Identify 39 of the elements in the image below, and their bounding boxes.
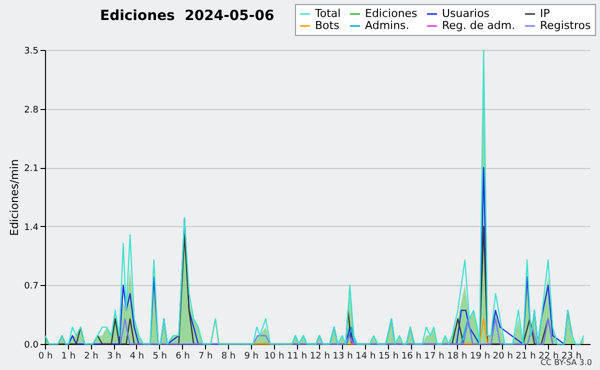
y-tick-label: 1.4 xyxy=(24,222,39,233)
x-tick-label: 15 h xyxy=(378,352,399,362)
y-tick-label: 0.7 xyxy=(24,282,38,292)
x-tick-label: 2 h xyxy=(84,352,98,362)
x-tick-label: 11 h xyxy=(287,352,308,362)
x-tick-label: 5 h xyxy=(152,352,167,362)
legend-label: Registros xyxy=(540,19,592,32)
x-tick-label: 3 h xyxy=(106,352,122,362)
x-tick-label: 0 h xyxy=(38,352,53,362)
legend-label: Bots xyxy=(315,19,340,32)
text: CC BY-SA 3.0 xyxy=(540,358,592,367)
legend-label: Reg. de adm. xyxy=(442,19,516,32)
chart-title: Ediciones 2024-05-06 xyxy=(100,8,274,24)
x-tick-label: 19 h xyxy=(470,352,490,362)
legend-label: Usuarios xyxy=(442,7,490,20)
legend-label: Admins. xyxy=(365,19,410,32)
x-tick-label: 14 h xyxy=(356,352,376,362)
x-tick-label: 17 h xyxy=(424,352,444,362)
y-tick-label: 2.1 xyxy=(24,164,38,174)
x-tick-label: 21 h xyxy=(516,352,536,362)
x-tick-label: 18 h xyxy=(447,352,468,362)
x-tick-label: 10 h xyxy=(264,352,284,362)
y-tick-label: 3.5 xyxy=(24,46,38,56)
y-axis-title: Ediciones/min xyxy=(8,159,22,236)
x-tick-label: 12 h xyxy=(310,352,330,362)
x-tick-label: 4 h xyxy=(130,352,144,362)
legend-label: Total xyxy=(314,7,341,20)
y-tick-label: 2.8 xyxy=(24,105,39,116)
x-tick-label: 1 h xyxy=(61,352,76,362)
x-tick-label: 20 h xyxy=(492,352,513,362)
x-tick-label: 7 h xyxy=(198,352,213,362)
legend-label: IP xyxy=(540,7,550,20)
x-tick-label: 13 h xyxy=(332,352,353,362)
legend-label: Ediciones xyxy=(365,7,418,20)
x-tick-label: 8 h xyxy=(221,352,236,362)
y-tick-label: 0.0 xyxy=(24,340,39,350)
x-tick-label: 9 h xyxy=(244,352,258,362)
x-tick-label: 16 h xyxy=(401,352,422,362)
x-tick-label: 6 h xyxy=(176,352,190,362)
